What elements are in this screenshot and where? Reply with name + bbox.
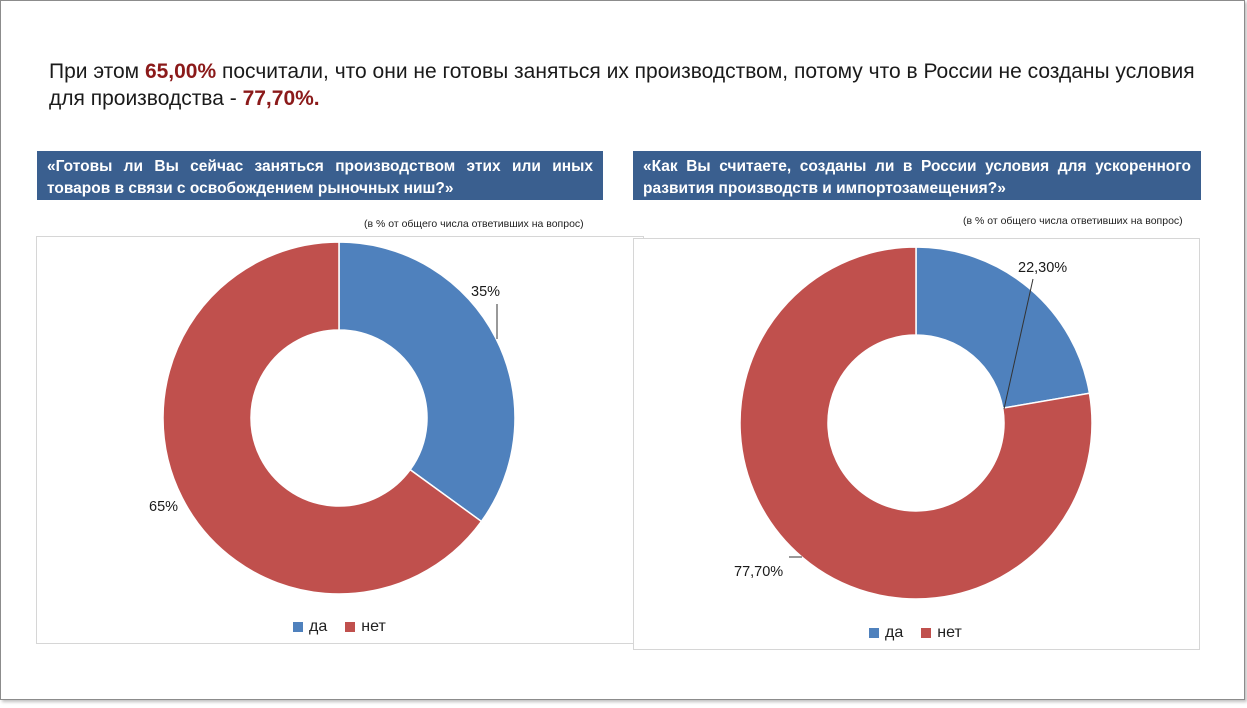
legend-label-yes: да: [309, 618, 328, 635]
chart-1-slice-no: [162, 241, 483, 595]
legend-swatch-no: [921, 628, 932, 638]
chart-2-slice-no: [739, 246, 1093, 600]
question-1-title: «Готовы ли Вы сейчас заняться производст…: [37, 151, 603, 200]
legend-item-no: нет: [921, 624, 962, 642]
chart-2-slice-yes: [915, 246, 1091, 410]
question-2-title: «Как Вы считаете, созданы ли в России ус…: [633, 151, 1201, 200]
headline-value-2: 77,70%.: [242, 87, 320, 110]
chart-1-data-label-yes: 35%: [471, 284, 500, 300]
chart-1-slice-yes: [338, 241, 516, 523]
headline-text-1: При этом: [49, 60, 145, 83]
legend-label-no: нет: [361, 618, 386, 635]
chart-2-leader-line-yes: [1003, 278, 1034, 410]
chart-2-data-label-no: 77,70%: [734, 564, 783, 580]
legend-swatch-yes: [293, 622, 303, 632]
legend-swatch-yes: [869, 628, 879, 638]
chart-1-note: (в % от общего числа ответивших на вопро…: [364, 218, 584, 230]
chart-2-note: (в % от общего числа ответивших на вопро…: [963, 215, 1183, 227]
legend-label-yes: да: [885, 624, 904, 641]
legend-swatch-no: [345, 622, 356, 632]
headline: При этом 65,00% посчитали, что они не го…: [49, 58, 1199, 112]
headline-text-2: посчитали, что они не готовы заняться их…: [49, 60, 1195, 110]
legend-item-yes: да: [869, 624, 903, 642]
chart-1-legend: да нет: [293, 618, 398, 636]
chart-2-data-label-yes: 22,30%: [1018, 260, 1067, 276]
legend-item-no: нет: [345, 618, 386, 636]
chart-2-legend: да нет: [869, 624, 974, 642]
headline-value-1: 65,00%: [144, 60, 217, 83]
chart-1-data-label-no: 65%: [149, 499, 178, 515]
legend-item-yes: да: [293, 618, 327, 636]
legend-label-no: нет: [937, 624, 962, 641]
